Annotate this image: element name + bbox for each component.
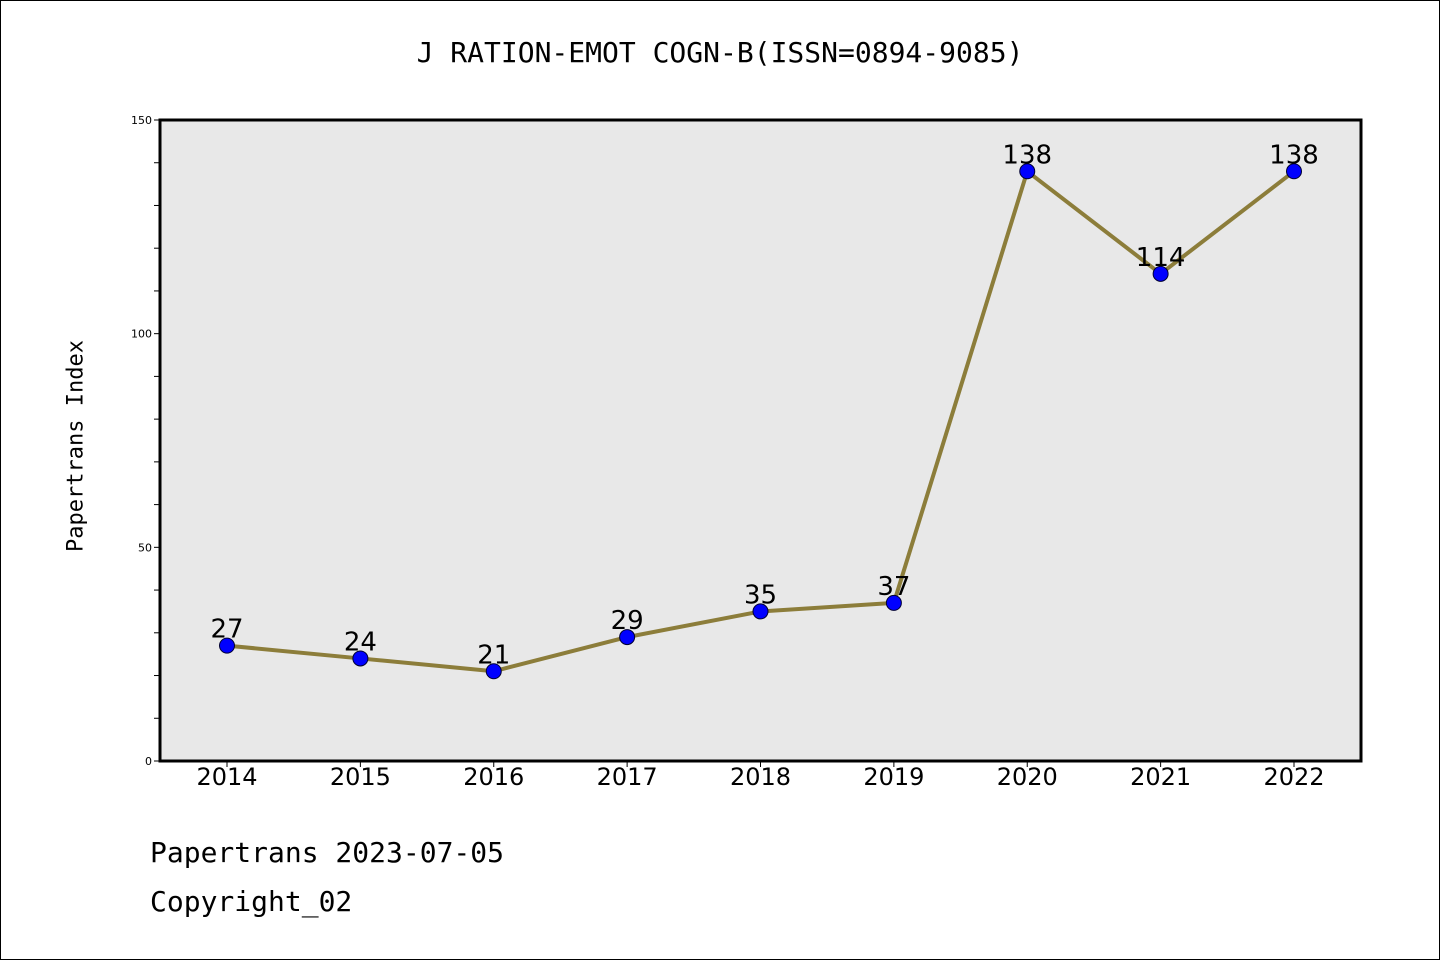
- data-point: [1152, 265, 1169, 282]
- data-point: [885, 594, 902, 611]
- y-tick-label: 100: [131, 328, 152, 341]
- x-tick-label: 2015: [330, 763, 391, 791]
- data-label: 37: [877, 572, 910, 602]
- data-point: [619, 629, 636, 646]
- data-point: [485, 663, 502, 680]
- data-label: 138: [1002, 140, 1052, 170]
- series-layer: 27 24 21 29 35 37 138 114 138: [210, 140, 1319, 680]
- x-tick-label: 2017: [597, 763, 658, 791]
- x-tick-label: 2018: [730, 763, 791, 791]
- y-axis-ticks: 0 50 100 150: [131, 114, 160, 768]
- x-tick-label: 2014: [196, 763, 257, 791]
- data-point: [352, 650, 369, 667]
- data-label: 114: [1136, 243, 1186, 273]
- data-point: [219, 637, 235, 654]
- data-label: 24: [344, 627, 377, 657]
- data-point: [1019, 163, 1036, 180]
- data-label: 21: [477, 640, 510, 670]
- chart-title: J RATION-EMOT COGN-B(ISSN=0894-9085): [416, 36, 1024, 69]
- data-label: 35: [744, 580, 777, 610]
- data-label: 27: [210, 615, 243, 645]
- footer-date: Papertrans 2023-07-05: [150, 836, 505, 869]
- x-tick-label: 2019: [863, 763, 924, 791]
- y-tick-label: 150: [131, 114, 152, 127]
- x-tick-label: 2020: [997, 763, 1058, 791]
- data-point: [752, 603, 769, 620]
- x-axis-ticks: 2014 2015 2016 2017 2018 2019 2020 2021 2022: [196, 761, 1325, 791]
- data-point: [1286, 163, 1302, 180]
- data-label: 29: [611, 606, 644, 636]
- plot-area: [158, 118, 1363, 763]
- y-tick-label: 0: [145, 755, 152, 768]
- x-tick-label: 2021: [1130, 763, 1191, 791]
- x-tick-label: 2016: [463, 763, 524, 791]
- footer-copyright: Copyright_02: [150, 885, 353, 918]
- y-tick-label: 50: [138, 541, 152, 554]
- data-label: 138: [1269, 140, 1319, 170]
- x-tick-label: 2022: [1263, 763, 1324, 791]
